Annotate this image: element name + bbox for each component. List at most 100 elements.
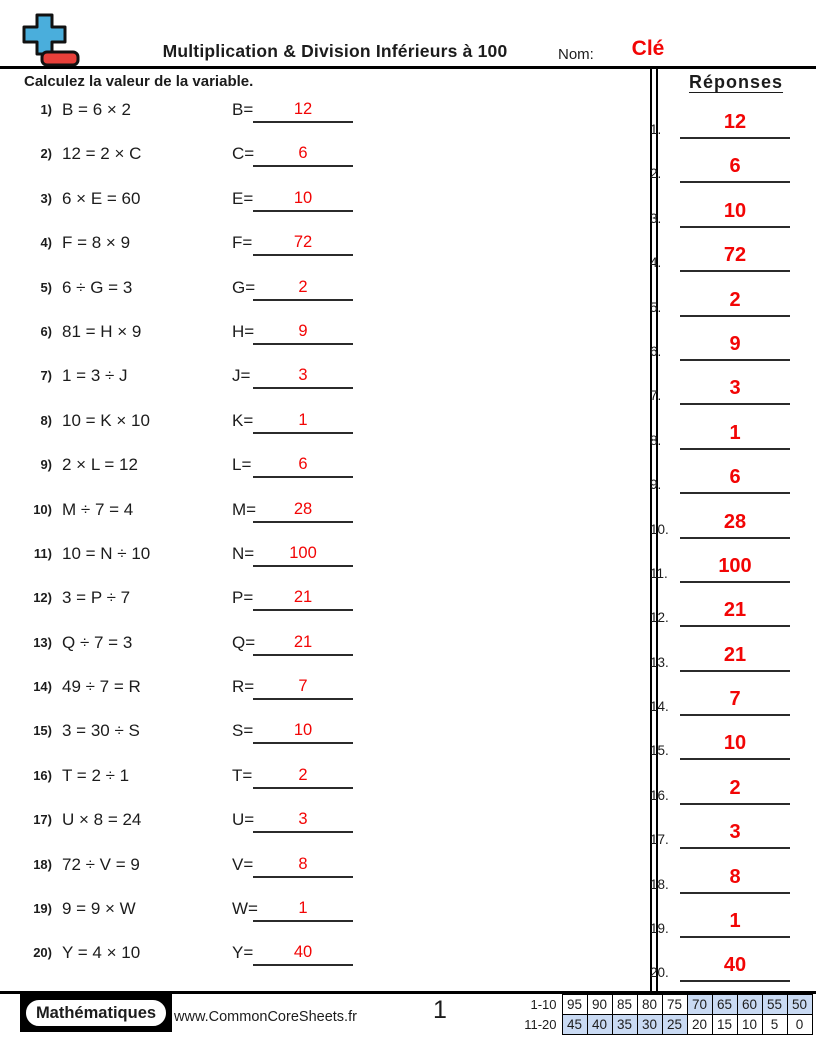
answer-key-value: 10 [723,732,747,755]
problem-row: 16) T = 2 ÷ 1 T= 2 [24,762,634,806]
answer-key-value: 6 [729,155,741,178]
grade-cell: 15 [711,1014,738,1035]
answer-key-value: 72 [723,244,747,267]
problem-number: 19) [33,901,52,917]
problem-equation: M ÷ 7 = 4 [62,499,134,519]
answer-value: 6 [298,455,308,474]
answers-column-title: Réponses [688,72,784,92]
grade-cell: 80 [636,994,663,1015]
answer-number: 14. [650,699,669,715]
answer-key-value: 1 [729,910,741,933]
answer-blank-line [680,895,790,939]
brand-label: Mathématiques [24,998,168,1028]
footer-divider [0,991,816,994]
answer-blank-line [680,451,790,495]
problem-row: 2) 12 = 2 × C C= 6 [24,140,634,184]
answer-variable-label: U= [232,810,255,830]
answer-row: 1. 12 [646,96,798,140]
answer-number: 20. [650,965,669,981]
answer-value: 21 [293,632,313,651]
answer-blank-line [253,895,353,923]
answer-value: 12 [293,100,313,118]
grade-cell: 90 [586,994,613,1015]
problem-row: 7) 1 = 3 ÷ J J= 3 [24,362,634,406]
answer-blank-line [680,274,790,317]
problem-number: 16) [33,767,52,783]
answer-key-value: 3 [729,377,741,400]
problem-number: 14) [33,679,52,695]
answer-blank-line [680,96,790,139]
answer-row: 7. 3 [646,362,798,406]
answer-key-value: 21 [723,599,747,622]
answer-blank-line [253,496,353,523]
instruction-text: Calculez la valeur de la variable. [24,73,254,90]
answer-key-value: 21 [723,643,747,666]
answer-blank-line [253,806,353,834]
answer-row: 3. 10 [646,185,798,229]
problem-equation: 6 × E = 60 [62,188,141,208]
problem-equation: 9 = 9 × W [62,899,136,919]
answer-blank-line [680,496,790,539]
answer-row: 6. 9 [646,318,798,362]
problem-number: 2) [40,146,52,162]
page-number: 1 [433,996,447,1024]
problem-number: 11) [33,545,52,561]
problem-equation: 1 = 3 ÷ J [62,366,128,386]
answer-number: 11. [650,565,668,581]
answer-blank-line [253,540,353,567]
grade-cell: 20 [686,1014,713,1035]
answer-value: 1 [298,899,308,918]
answer-blank-line [253,96,353,123]
grade-table-body: 1-10 95 90 85 80 75 70 65 60 55 50 11-20 45 40 35 30 25 2… [520,994,813,1035]
problem-number: 7) [40,368,52,384]
answer-number: 18. [650,876,669,892]
answer-value: 10 [293,721,313,740]
problems-list: 1) B = 6 × 2 B= 12 2) 12 = 2 × C C= 6 3)… [24,96,634,984]
problem-number: 6) [40,323,52,339]
answer-value: 3 [298,366,308,385]
problem-row: 12) 3 = P ÷ 7 P= 21 [24,584,634,628]
problem-equation: 3 = P ÷ 7 [62,588,131,608]
answer-key-value: 3 [729,821,741,844]
problem-number: 10) [33,501,52,517]
problem-row: 17) U × 8 = 24 U= 3 [24,806,634,850]
problem-row: 9) 2 × L = 12 L= 6 [24,451,634,495]
name-value-answer-key: Clé [631,37,665,60]
answer-variable-label: N= [232,543,255,563]
answer-variable-label: C= [232,144,255,164]
page-title: Multiplication & Division Inférieurs à 1… [162,41,508,61]
answer-blank-line [680,318,790,361]
problem-number: 4) [40,235,52,251]
answer-value: 9 [298,321,308,340]
answer-row: 5. 2 [646,274,798,318]
answer-number: 3. [650,210,662,226]
answer-row: 19. 1 [646,895,798,939]
problem-number: 15) [33,723,52,739]
answer-blank-line [253,629,353,656]
answer-number: 19. [650,921,669,937]
answer-row: 17. 3 [646,806,798,850]
grade-cell: 60 [736,994,763,1015]
answer-value: 2 [298,277,308,296]
answer-key-value: 1 [729,421,741,444]
answer-key-value: 9 [729,332,741,355]
grade-cell: 85 [611,994,638,1015]
answer-variable-label: J= [232,366,251,386]
answer-variable-label: P= [232,588,254,608]
website-url: www.CommonCoreSheets.fr [174,1009,357,1025]
answer-value: 1 [298,410,308,429]
problem-number: 13) [33,634,52,650]
answer-blank-line [680,229,790,273]
answer-blank-line [680,407,790,450]
problem-equation: 10 = N ÷ 10 [62,543,151,563]
problem-row: 15) 3 = 30 ÷ S S= 10 [24,717,634,761]
answer-row: 2. 6 [646,140,798,184]
answer-value: 72 [293,233,313,252]
answer-blank-line [253,584,353,612]
answer-row: 8. 1 [646,407,798,451]
grade-cell: 5 [761,1014,788,1035]
answer-value: 10 [293,188,313,207]
grade-range-label: 1-10 [530,997,557,1012]
answer-number: 12. [650,610,669,626]
answer-value: 21 [293,588,313,607]
